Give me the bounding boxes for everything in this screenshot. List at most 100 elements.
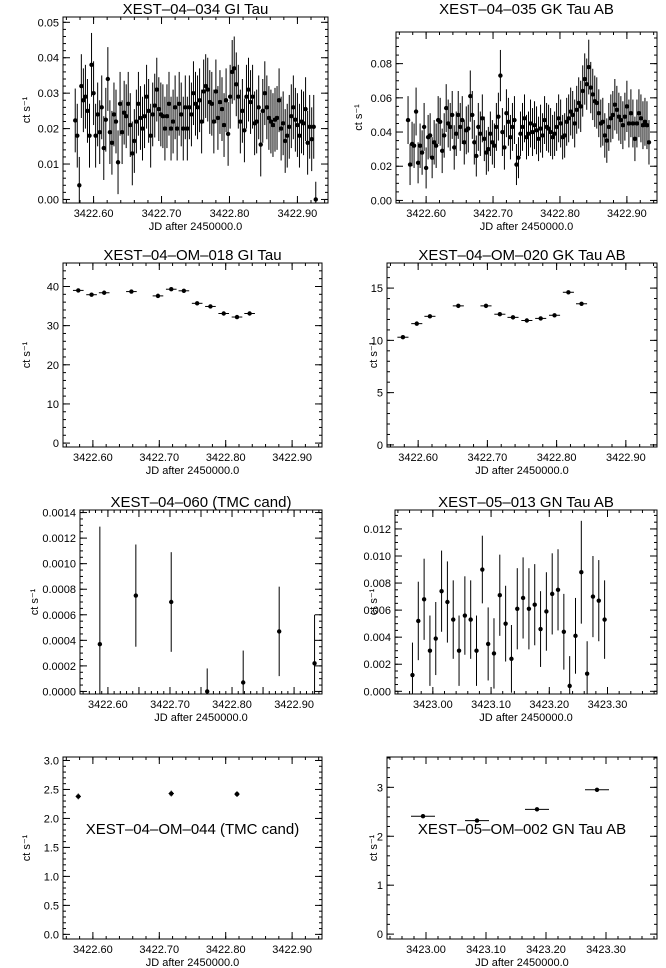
x-tick-label: 3422.80 bbox=[212, 699, 252, 711]
data-point bbox=[410, 672, 415, 678]
data-point bbox=[462, 613, 468, 618]
x-tick-label: 3422.90 bbox=[274, 699, 314, 711]
data-point bbox=[414, 321, 419, 326]
data-point bbox=[144, 94, 149, 99]
data-point bbox=[504, 111, 509, 116]
data-point bbox=[270, 122, 276, 128]
y-tick-label: 0.06 bbox=[371, 93, 392, 105]
data-point bbox=[476, 124, 481, 130]
y-tick-label: 0.04 bbox=[38, 53, 59, 65]
data-point bbox=[518, 131, 523, 136]
data-point bbox=[225, 131, 231, 137]
data-point bbox=[246, 87, 251, 92]
data-point bbox=[429, 155, 435, 160]
data-point bbox=[405, 117, 411, 123]
y-tick-label: 0.0014 bbox=[42, 508, 76, 520]
data-point bbox=[156, 106, 162, 112]
data-point bbox=[123, 114, 129, 119]
chart-title: XEST–04–034 GI Tau bbox=[123, 1, 269, 18]
data-point bbox=[586, 64, 591, 70]
plot-frame bbox=[386, 756, 658, 940]
data-point bbox=[75, 133, 80, 138]
plot-frame bbox=[395, 31, 658, 204]
data-point bbox=[474, 818, 480, 823]
y-tick-label: 2 bbox=[377, 831, 383, 843]
y-tick-label: 0.0006 bbox=[42, 610, 76, 622]
data-point bbox=[97, 129, 102, 135]
chart-panel-3: XEST–04–OM–018 GI Tau 3422.60 3422.70 3422.… bbox=[21, 247, 323, 477]
x-tick-label: 3422.70 bbox=[150, 699, 190, 711]
y-axis-label: ct s⁻¹ bbox=[21, 834, 33, 861]
data-point bbox=[596, 598, 601, 603]
x-tick-label: 3422.60 bbox=[74, 208, 114, 220]
data-point bbox=[211, 119, 217, 124]
data-point bbox=[76, 794, 81, 799]
y-tick-label: 0.0008 bbox=[42, 584, 76, 596]
data-point bbox=[247, 311, 252, 316]
data-point bbox=[169, 791, 174, 796]
data-point bbox=[503, 621, 508, 626]
x-tick-label: 3422.70 bbox=[139, 452, 179, 464]
data-point bbox=[73, 118, 78, 123]
data-point bbox=[573, 633, 578, 639]
y-tick-label: 40 bbox=[47, 281, 59, 293]
chart-panel-4: XEST–04–OM–020 GK Tau AB 3422.60 3422.70 34… bbox=[368, 247, 658, 477]
y-tick-label: 0.08 bbox=[371, 59, 392, 71]
data-point bbox=[416, 618, 421, 624]
data-point bbox=[522, 116, 527, 121]
x-tick-label: 3422.70 bbox=[468, 452, 508, 464]
y-axis-label: ct s⁻¹ bbox=[29, 588, 41, 615]
data-point bbox=[470, 112, 475, 118]
data-point bbox=[183, 105, 188, 110]
data-point bbox=[421, 597, 427, 602]
data-point bbox=[468, 93, 473, 99]
data-point bbox=[478, 131, 483, 136]
data-point bbox=[291, 105, 296, 110]
data-point bbox=[197, 98, 202, 103]
data-point bbox=[596, 111, 601, 116]
data-point bbox=[87, 133, 92, 138]
x-tick-label: 3422.70 bbox=[473, 208, 513, 220]
data-point bbox=[509, 656, 514, 662]
data-point bbox=[99, 105, 104, 110]
data-point bbox=[644, 122, 650, 128]
data-point bbox=[115, 160, 121, 165]
y-tick-label: 0 bbox=[377, 929, 383, 941]
data-point bbox=[199, 119, 204, 124]
data-point bbox=[266, 115, 272, 121]
y-tick-label: 0.0 bbox=[44, 929, 59, 941]
data-point bbox=[181, 126, 186, 131]
data-point bbox=[89, 62, 94, 68]
data-point bbox=[421, 124, 427, 130]
x-tick-label: 3422.60 bbox=[398, 452, 438, 464]
data-point bbox=[208, 304, 213, 309]
data-point bbox=[431, 140, 437, 145]
y-tick-label: 3.0 bbox=[44, 755, 59, 767]
data-point bbox=[450, 112, 455, 118]
data-point bbox=[520, 595, 526, 601]
data-point bbox=[540, 133, 545, 138]
data-point bbox=[240, 108, 245, 114]
data-point bbox=[448, 124, 453, 130]
data-point bbox=[454, 131, 459, 136]
data-point bbox=[101, 145, 106, 151]
x-tick-label: 3423.20 bbox=[529, 699, 569, 711]
data-point bbox=[194, 301, 200, 306]
data-point bbox=[590, 92, 595, 97]
y-tick-label: 10 bbox=[47, 399, 59, 411]
data-point bbox=[169, 599, 174, 605]
data-point bbox=[534, 128, 539, 133]
data-point bbox=[512, 117, 517, 123]
x-tick-label: 3422.60 bbox=[406, 208, 446, 220]
data-point bbox=[85, 108, 90, 114]
data-point bbox=[244, 94, 249, 99]
x-tick-label: 3422.60 bbox=[88, 699, 128, 711]
data-point bbox=[234, 314, 240, 320]
data-point bbox=[254, 119, 259, 124]
x-tick-label: 3422.90 bbox=[606, 452, 646, 464]
y-tick-label: 0.04 bbox=[371, 127, 392, 139]
y-tick-label: 0.05 bbox=[38, 17, 59, 29]
data-point bbox=[313, 197, 318, 202]
data-point bbox=[618, 117, 624, 123]
data-point bbox=[119, 129, 125, 135]
